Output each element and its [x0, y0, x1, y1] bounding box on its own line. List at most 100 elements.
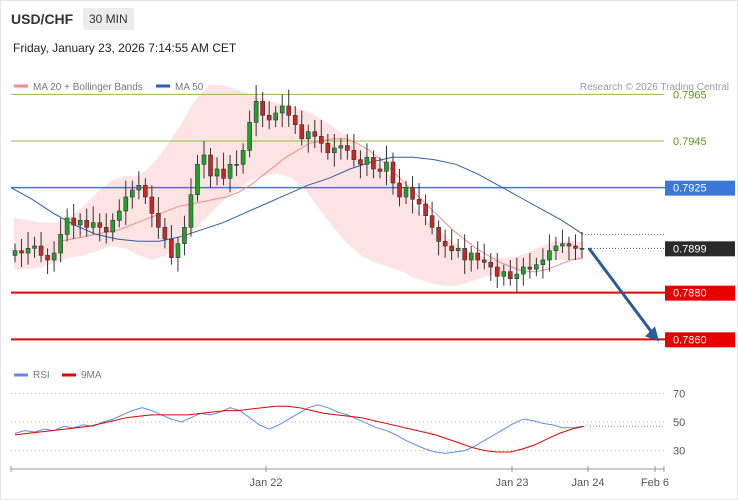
symbol-label: USD/CHF: [11, 11, 74, 27]
candle-bearish: [260, 101, 265, 116]
candle-bullish: [540, 259, 546, 265]
candle-bearish: [103, 227, 109, 233]
candle-bearish: [71, 217, 76, 226]
watermark: Research © 2026 Trading Central: [580, 82, 729, 93]
candle-bearish: [162, 227, 168, 240]
candle-bearish: [325, 143, 331, 153]
candle-bearish: [286, 105, 292, 116]
level-tag-support: [665, 285, 735, 301]
candle-bullish: [32, 245, 37, 249]
level-tag-support: [665, 332, 735, 348]
candle-bearish: [527, 266, 533, 270]
candle-bearish: [149, 196, 155, 214]
candle-bearish: [345, 145, 350, 151]
x-tick-label: Feb 6: [641, 477, 669, 489]
candle-bullish: [560, 243, 565, 247]
candle-bearish: [429, 215, 435, 228]
candle-bearish: [481, 259, 487, 263]
rsi-line: [14, 404, 583, 454]
candle-bearish: [449, 245, 454, 251]
candle-bullish: [253, 101, 259, 123]
candle-bearish: [143, 185, 148, 198]
rsi-tick-label: 50: [673, 417, 685, 429]
candle-bullish: [547, 250, 552, 261]
candle-bearish: [462, 248, 467, 261]
candle-bearish: [397, 182, 402, 198]
candle-bullish: [514, 273, 520, 279]
candle-bullish: [130, 189, 135, 198]
candle-bearish: [97, 222, 103, 228]
candle-bullish: [136, 185, 142, 191]
level-label-resistance: 0.7945: [673, 136, 707, 148]
candle-bullish: [364, 157, 370, 165]
candle-bearish: [377, 168, 383, 172]
level-label-support: 0.7860: [673, 334, 707, 346]
level-label-support: 0.7880: [673, 288, 707, 300]
candle-bearish: [508, 271, 513, 279]
candle-bearish: [488, 262, 494, 268]
candle-bearish: [319, 136, 324, 144]
candle-bullish: [195, 164, 200, 195]
candle-bearish: [351, 150, 357, 160]
candle-bullish: [77, 220, 83, 226]
forecast-arrow-head: [645, 326, 659, 342]
rsi-9ma-line: [14, 405, 585, 453]
candle-bearish: [266, 115, 272, 121]
candle-bearish: [19, 250, 24, 254]
candle-bullish: [455, 248, 461, 251]
candle-bullish: [64, 217, 70, 235]
candle-bearish: [436, 227, 441, 242]
candle-bearish: [416, 199, 422, 205]
candle-bearish: [156, 213, 161, 228]
candle-bullish: [279, 105, 285, 114]
rsi-tick-label: 30: [673, 446, 685, 458]
candle-bearish: [312, 131, 318, 137]
candle-bearish: [442, 241, 448, 247]
candle-bearish: [358, 159, 363, 165]
candle-bullish: [175, 243, 181, 258]
rsi-tick-label: 70: [673, 388, 685, 400]
legend-rsi-label: RSI: [33, 370, 50, 381]
candle-bullish: [553, 245, 559, 251]
level-label-pivot: 0.7925: [673, 183, 707, 195]
candle-bullish: [384, 161, 389, 172]
legend-ma50-label: MA 50: [175, 82, 204, 93]
candle-bullish: [25, 248, 31, 254]
timestamp: Friday, January 23, 2026 7:14:55 AM CET: [13, 41, 237, 55]
legend-9ma-label: 9MA: [81, 370, 102, 381]
candle-bullish: [227, 164, 233, 179]
candle-bullish: [234, 164, 239, 166]
candle-bearish: [371, 157, 376, 170]
candle-bearish: [292, 115, 298, 125]
candle-bullish: [214, 168, 220, 177]
candle-bullish: [116, 210, 122, 221]
candle-bullish: [521, 266, 526, 275]
candle-bullish: [501, 271, 507, 277]
forecast-arrow-shaft: [587, 247, 656, 337]
candle-bearish: [423, 203, 428, 216]
candle-bullish: [240, 150, 246, 165]
candle-bullish: [58, 234, 63, 254]
candle-bearish: [38, 245, 44, 256]
candle-bearish: [573, 245, 578, 249]
candle-bullish: [51, 252, 57, 261]
candle-bullish: [579, 248, 585, 250]
x-tick-label: Jan 22: [249, 477, 282, 489]
candle-bullish: [110, 220, 116, 233]
candle-bearish: [221, 168, 226, 179]
x-tick-label: Jan 23: [495, 477, 528, 489]
timeframe-button[interactable]: 30 MIN: [83, 8, 134, 30]
candle-bullish: [12, 250, 18, 256]
level-label-current: 0.7899: [673, 243, 707, 255]
candle-bullish: [403, 187, 409, 198]
candle-bullish: [332, 147, 337, 153]
candle-bearish: [208, 154, 213, 177]
candle-bullish: [338, 145, 344, 149]
candle-bullish: [201, 154, 207, 165]
candle-bearish: [45, 255, 50, 261]
candle-bullish: [305, 131, 311, 139]
candle-bullish: [468, 252, 474, 261]
candle-bearish: [169, 238, 174, 258]
